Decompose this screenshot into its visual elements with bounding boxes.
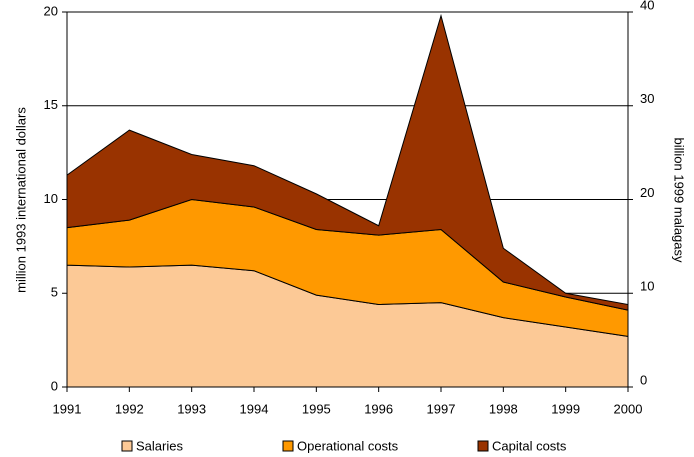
legend-label: Capital costs (492, 438, 567, 453)
x-tick-label: 1997 (427, 401, 456, 416)
y-tick-label: 0 (51, 378, 58, 393)
x-tick-label: 1995 (302, 401, 331, 416)
legend-swatch (121, 440, 133, 452)
y-tick-label: 20 (44, 3, 58, 18)
y-axis-label: million 1993 international dollars (13, 107, 28, 293)
y-tick-label: 10 (44, 191, 58, 206)
x-tick-label: 1993 (177, 401, 206, 416)
x-tick-label: 1992 (115, 401, 144, 416)
x-tick-label: 1998 (489, 401, 518, 416)
y2-tick-label: 0 (640, 372, 647, 387)
y2-tick-label: 30 (640, 91, 654, 106)
x-tick-label: 1996 (364, 401, 393, 416)
legend-swatch (282, 440, 294, 452)
y2-tick-label: 20 (640, 185, 654, 200)
legend-label: Operational costs (297, 438, 399, 453)
y-tick-label: 5 (51, 285, 58, 300)
y2-tick-label: 10 (640, 279, 654, 294)
x-tick-label: 1991 (53, 401, 82, 416)
x-tick-label: 1994 (240, 401, 269, 416)
legend-swatch (477, 440, 489, 452)
x-tick-label: 1999 (551, 401, 580, 416)
legend-label: Salaries (136, 438, 183, 453)
y2-axis-label: billion 1999 malagasy (672, 137, 687, 263)
y2-tick-label: 40 (640, 0, 654, 12)
y-tick-label: 15 (44, 97, 58, 112)
x-tick-label: 2000 (614, 401, 643, 416)
